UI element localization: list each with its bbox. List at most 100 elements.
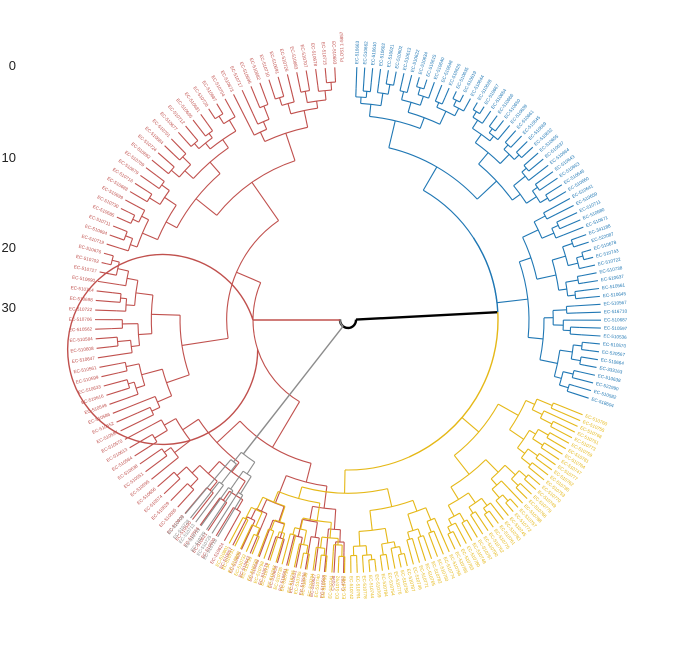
tree-branch (304, 91, 308, 103)
tree-branch (126, 304, 135, 307)
blue-clade-tip-label: EC-510536 (603, 333, 627, 339)
tree-branch (222, 490, 230, 501)
tree-branch (186, 489, 195, 498)
tree-branch (230, 470, 244, 490)
tree-arc (435, 100, 443, 105)
tree-branch (567, 262, 579, 267)
tree-branch (424, 79, 428, 86)
tree-branch (291, 535, 295, 545)
tree-branch (297, 519, 303, 537)
tree-branch (539, 359, 558, 364)
tree-branch (453, 455, 470, 475)
tree-branch (249, 127, 255, 136)
tree-branch (479, 517, 489, 532)
tree-branch (546, 437, 555, 443)
tree-arc (579, 356, 582, 365)
tree-branch (542, 462, 553, 471)
tree-branch (151, 313, 181, 316)
red-clade-tip-label: EC-510599 (75, 375, 99, 385)
yellow-clade-tip-label: EC-510792 (334, 575, 340, 599)
tree-branch (137, 406, 151, 414)
tree-arc (160, 419, 168, 431)
tree-branch (455, 537, 462, 547)
tree-branch (130, 244, 138, 248)
blue-clade-tip-label: EC-510738 (599, 265, 623, 274)
tree-branch (296, 72, 301, 88)
tree-branch (550, 426, 557, 430)
tree-branch (278, 506, 285, 523)
tree-branch (474, 102, 478, 107)
tree-branch (320, 537, 323, 548)
tree-branch (131, 344, 140, 348)
tree-branch (145, 167, 158, 177)
tree-branch (574, 385, 592, 392)
tree-branch (492, 115, 498, 122)
tree-branch (499, 153, 510, 164)
tree-arc (275, 536, 285, 540)
red-clade-tip-label: EC-510691 (269, 51, 280, 75)
tree-branch (476, 180, 497, 200)
tree-branch (390, 548, 393, 555)
tree-branch (535, 179, 543, 185)
tree-branch (126, 277, 138, 281)
tree-branch (139, 395, 156, 404)
tree-branch (141, 368, 163, 376)
tree-arc (368, 558, 375, 561)
blue-clade-tip-label: EC-522990 (595, 381, 619, 392)
tree-branch (378, 69, 382, 84)
yellow-clade-tip-label: EC-510794 (307, 573, 315, 597)
tree-branch (182, 150, 187, 155)
tree-branch (400, 73, 405, 85)
tree-branch (125, 235, 133, 239)
tree-branch (121, 379, 128, 382)
tree-branch (323, 486, 328, 509)
tree-branch (521, 167, 527, 173)
tree-branch (488, 510, 494, 517)
tree-branch (323, 548, 326, 556)
tree-branch (584, 287, 600, 291)
yellow-clade-tip-label: EC-510769 (374, 574, 382, 598)
tree-branch (269, 539, 278, 561)
tree-branch (566, 305, 575, 307)
tree-branch (510, 143, 515, 148)
tree-branch (170, 169, 180, 178)
tree-branch (581, 250, 587, 253)
tree-branch (365, 545, 368, 556)
tree-branch (486, 518, 494, 528)
tree-branch (286, 74, 293, 95)
tree-branch (571, 237, 578, 241)
tree-branch (314, 547, 317, 558)
tree-branch (116, 412, 138, 423)
tree-branch (125, 352, 133, 355)
tree-branch (192, 499, 209, 520)
tree-branch (120, 420, 142, 432)
tree-branch (157, 395, 172, 403)
red-clade-tip-label: EC-510726 (279, 48, 290, 72)
yellow-clade-tip-label: EC-510795 (293, 571, 302, 595)
tree-arc (566, 384, 570, 392)
tree-branch (121, 387, 130, 391)
tree-branch (369, 104, 372, 117)
tree-branch (509, 498, 515, 504)
tree-branch (386, 558, 390, 570)
tree-branch (185, 125, 195, 137)
tree-branch (419, 117, 425, 129)
tree-branch (461, 417, 480, 433)
tree-branch (129, 191, 142, 199)
tree-branch (211, 113, 216, 119)
tree-arc (149, 407, 155, 416)
tree-branch (236, 499, 244, 510)
tree-arc (157, 204, 177, 240)
tree-branch (576, 311, 601, 314)
tree-branch (522, 229, 539, 238)
tree-branch (324, 67, 327, 79)
tree-arc (540, 442, 545, 448)
tree-branch (481, 118, 486, 124)
red-clade-tip-label: EC-510690 (72, 275, 96, 284)
tree-branch (403, 553, 407, 559)
tree-branch (217, 504, 238, 538)
tree-branch (365, 91, 368, 98)
tree-branch (267, 542, 275, 561)
red-clade-tip-label: EC-510722 (69, 306, 93, 312)
tree-branch (256, 528, 261, 536)
